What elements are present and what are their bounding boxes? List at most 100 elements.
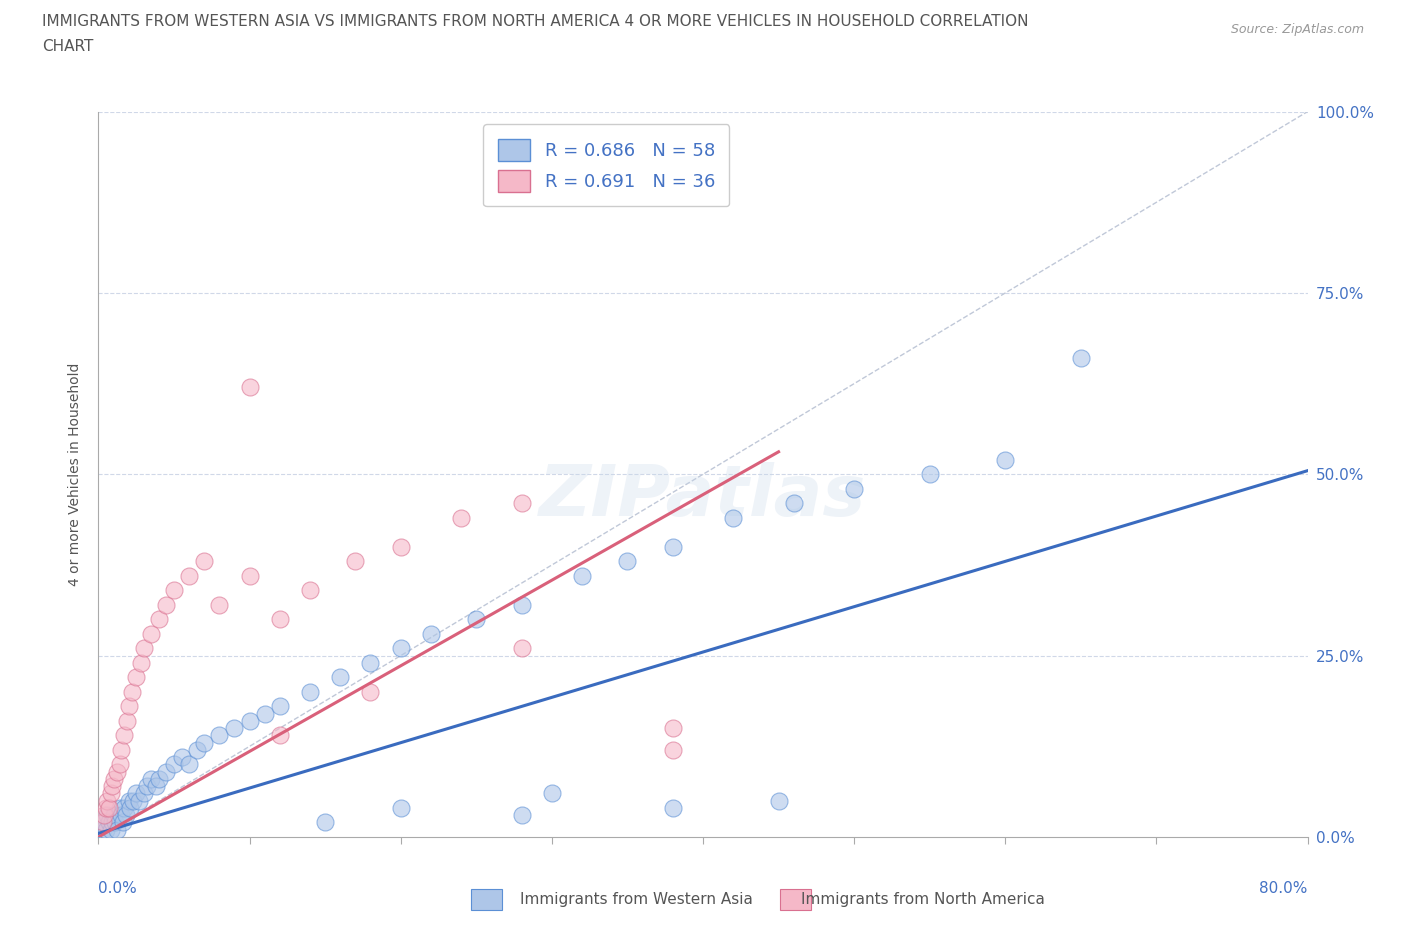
Point	[186, 742, 208, 757]
Text: IMMIGRANTS FROM WESTERN ASIA VS IMMIGRANTS FROM NORTH AMERICA 4 OR MORE VEHICLES: IMMIGRANTS FROM WESTERN ASIA VS IMMIGRAN…	[42, 14, 1029, 29]
Point	[108, 757, 131, 772]
Point	[148, 772, 170, 787]
Point	[163, 583, 186, 598]
Point	[155, 764, 177, 779]
Point	[148, 612, 170, 627]
Point	[389, 539, 412, 554]
Point	[125, 670, 148, 684]
Point	[661, 721, 683, 736]
Point	[98, 801, 121, 816]
Point	[329, 670, 352, 684]
Point	[208, 597, 231, 612]
Point	[723, 511, 745, 525]
Point	[108, 801, 131, 816]
Point	[1070, 351, 1092, 365]
Point	[239, 713, 262, 728]
Point	[661, 539, 683, 554]
Text: Source: ZipAtlas.com: Source: ZipAtlas.com	[1230, 23, 1364, 36]
Point	[239, 379, 262, 394]
Point	[94, 822, 117, 837]
Point	[112, 801, 135, 816]
Point	[389, 641, 412, 656]
Point	[783, 496, 806, 511]
Point	[269, 728, 291, 743]
Point	[98, 815, 121, 830]
Point	[510, 641, 533, 656]
Point	[661, 742, 683, 757]
Point	[193, 736, 215, 751]
Point	[540, 786, 562, 801]
Point	[103, 772, 125, 787]
Point	[360, 684, 382, 699]
Legend: R = 0.686   N = 58, R = 0.691   N = 36: R = 0.686 N = 58, R = 0.691 N = 36	[484, 125, 730, 206]
Point	[118, 793, 141, 808]
Point	[163, 757, 186, 772]
Point	[141, 772, 163, 787]
Point	[112, 728, 135, 743]
Point	[120, 801, 142, 816]
Point	[389, 801, 412, 816]
Point	[994, 452, 1017, 467]
Point	[114, 808, 136, 823]
Point	[122, 793, 145, 808]
Point	[253, 706, 276, 721]
Point	[510, 808, 533, 823]
Point	[844, 482, 866, 497]
Point	[179, 757, 201, 772]
Point	[420, 627, 443, 642]
Point	[105, 822, 128, 837]
Point	[450, 511, 472, 525]
Text: ZIPatlas: ZIPatlas	[540, 461, 866, 530]
Point	[571, 568, 593, 583]
Point	[135, 778, 157, 793]
Point	[129, 656, 152, 671]
Point	[360, 656, 382, 671]
Point	[269, 612, 291, 627]
Point	[96, 793, 118, 808]
Point	[132, 786, 155, 801]
Point	[141, 627, 163, 642]
Point	[170, 750, 193, 764]
Text: Immigrants from North America: Immigrants from North America	[801, 892, 1045, 907]
Point	[103, 808, 125, 823]
Point	[100, 822, 122, 837]
Point	[224, 721, 246, 736]
Text: Immigrants from Western Asia: Immigrants from Western Asia	[520, 892, 754, 907]
Point	[269, 699, 291, 714]
Point	[465, 612, 488, 627]
Point	[100, 786, 122, 801]
Point	[101, 815, 124, 830]
Point	[104, 815, 127, 830]
Point	[768, 793, 790, 808]
Point	[93, 808, 115, 823]
Point	[510, 496, 533, 511]
Text: 80.0%: 80.0%	[1260, 881, 1308, 896]
Point	[208, 728, 231, 743]
Point	[111, 815, 134, 830]
Point	[105, 764, 128, 779]
Point	[155, 597, 177, 612]
Point	[93, 815, 115, 830]
Text: 0.0%: 0.0%	[98, 881, 138, 896]
Point	[125, 786, 148, 801]
Point	[118, 699, 141, 714]
Point	[510, 597, 533, 612]
Point	[299, 684, 322, 699]
Point	[145, 778, 167, 793]
Point	[179, 568, 201, 583]
Point	[121, 684, 143, 699]
Point	[110, 742, 132, 757]
Point	[193, 554, 215, 569]
Point	[344, 554, 367, 569]
Point	[299, 583, 322, 598]
Point	[115, 713, 138, 728]
Text: CHART: CHART	[42, 39, 94, 54]
Point	[918, 467, 941, 482]
Point	[101, 778, 124, 793]
Point	[239, 568, 262, 583]
Point	[91, 815, 114, 830]
Point	[616, 554, 638, 569]
Y-axis label: 4 or more Vehicles in Household: 4 or more Vehicles in Household	[69, 363, 83, 586]
Point	[94, 801, 117, 816]
Point	[128, 793, 150, 808]
